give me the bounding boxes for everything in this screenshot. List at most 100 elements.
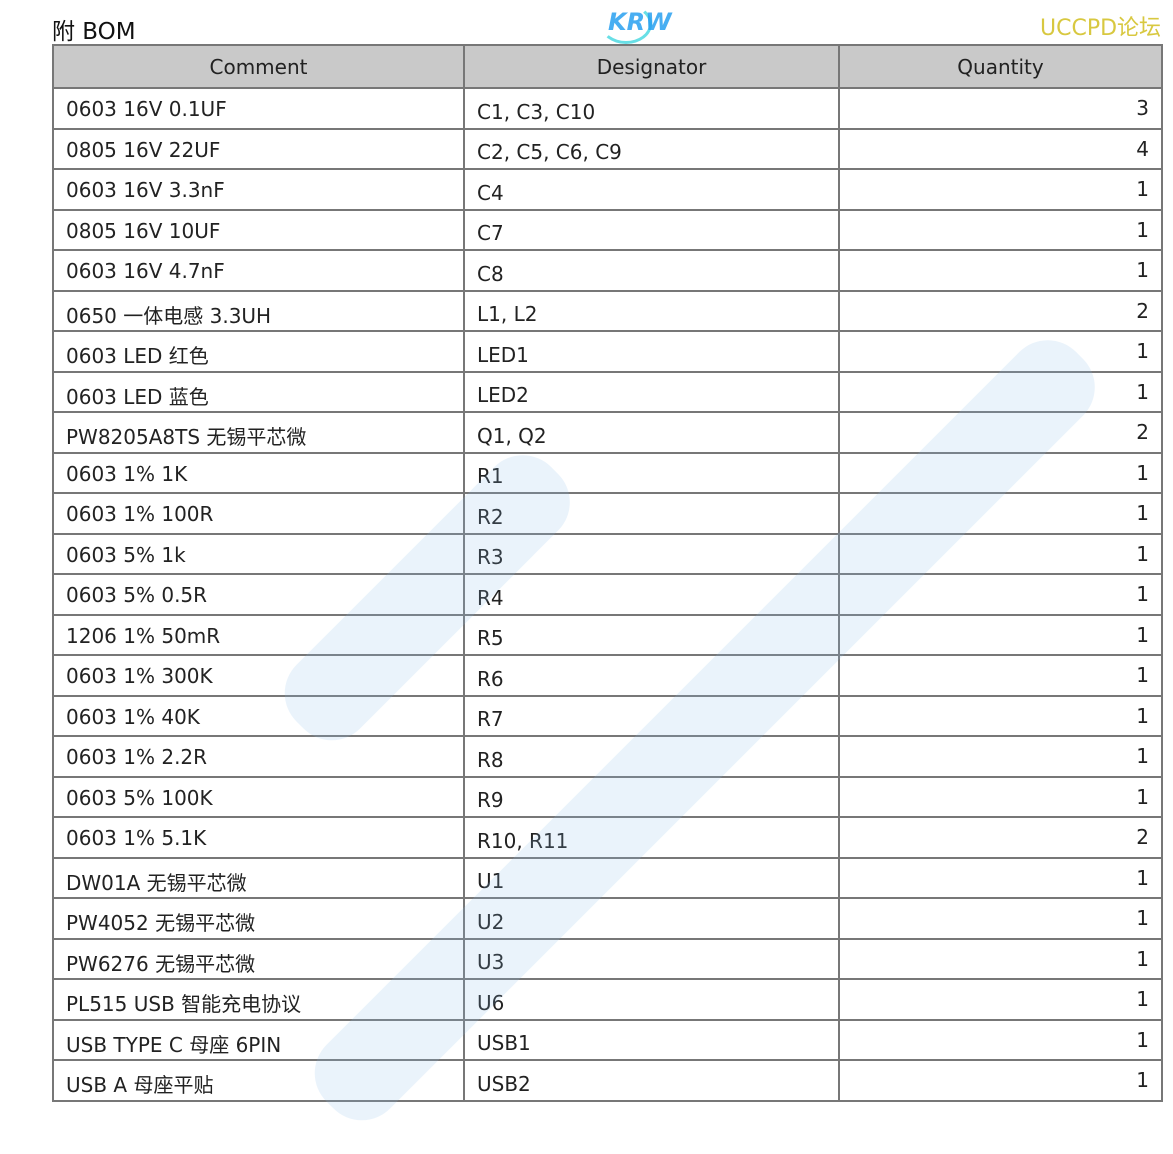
cell-designator: LED2 [463, 370, 840, 413]
table-row: 0603 1% 5.1K R10, R11 2 [52, 816, 1163, 859]
cell-designator: C1, C3, C10 [463, 87, 840, 130]
cell-designator: USB1 [463, 1018, 840, 1061]
cell-quantity: 1 [838, 208, 1163, 251]
cell-designator: U2 [463, 897, 840, 940]
cell-designator: R2 [463, 492, 840, 535]
table-row: 0603 1% 1K R1 1 [52, 451, 1163, 494]
cell-designator: U1 [463, 856, 840, 899]
cell-quantity: 1 [838, 775, 1163, 818]
table-row: 0603 5% 100K R9 1 [52, 775, 1163, 818]
cell-comment: PW4052 无锡平芯微 [52, 897, 465, 940]
cell-designator: R7 [463, 694, 840, 737]
krw-logo: KRW [608, 8, 672, 36]
table-header-row: Comment Designator Quantity [52, 44, 1163, 89]
cell-quantity: 1 [838, 897, 1163, 940]
cell-comment: PW6276 无锡平芯微 [52, 937, 465, 980]
table-row: 0603 5% 0.5R R4 1 [52, 573, 1163, 616]
cell-quantity: 2 [838, 289, 1163, 332]
cell-quantity: 1 [838, 978, 1163, 1021]
cell-quantity: 2 [838, 816, 1163, 859]
cell-comment: 0603 1% 40K [52, 694, 465, 737]
header-designator: Designator [463, 44, 840, 89]
cell-comment: PW8205A8TS 无锡平芯微 [52, 411, 465, 454]
cell-quantity: 1 [838, 451, 1163, 494]
cell-quantity: 4 [838, 127, 1163, 170]
cell-comment: DW01A 无锡平芯微 [52, 856, 465, 899]
cell-comment: PL515 USB 智能充电协议 [52, 978, 465, 1021]
cell-quantity: 1 [838, 654, 1163, 697]
table-row: 0805 16V 22UF C2, C5, C6, C9 4 [52, 127, 1163, 170]
table-row: PW6276 无锡平芯微 U3 1 [52, 937, 1163, 980]
table-row: 0603 1% 40K R7 1 [52, 694, 1163, 737]
cell-comment: 0603 5% 1k [52, 532, 465, 575]
cell-designator: LED1 [463, 330, 840, 373]
cell-quantity: 1 [838, 330, 1163, 373]
cell-designator: U3 [463, 937, 840, 980]
cell-designator: U6 [463, 978, 840, 1021]
cell-comment: 0603 16V 0.1UF [52, 87, 465, 130]
cell-comment: USB A 母座平贴 [52, 1059, 465, 1102]
cell-comment: 1206 1% 50mR [52, 613, 465, 656]
cell-comment: 0603 LED 红色 [52, 330, 465, 373]
cell-designator: C4 [463, 168, 840, 211]
table-row: DW01A 无锡平芯微 U1 1 [52, 856, 1163, 899]
table-row: PW4052 无锡平芯微 U2 1 [52, 897, 1163, 940]
cell-quantity: 3 [838, 87, 1163, 130]
cell-quantity: 1 [838, 694, 1163, 737]
bom-table: Comment Designator Quantity 0603 16V 0.1… [52, 44, 1163, 1102]
cell-comment: USB TYPE C 母座 6PIN [52, 1018, 465, 1061]
cell-quantity: 1 [838, 168, 1163, 211]
cell-quantity: 1 [838, 249, 1163, 292]
table-row: USB TYPE C 母座 6PIN USB1 1 [52, 1018, 1163, 1061]
cell-comment: 0603 LED 蓝色 [52, 370, 465, 413]
cell-quantity: 1 [838, 492, 1163, 535]
header-quantity: Quantity [838, 44, 1163, 89]
cell-comment: 0603 5% 0.5R [52, 573, 465, 616]
cell-quantity: 1 [838, 532, 1163, 575]
table-row: 0603 LED 蓝色 LED2 1 [52, 370, 1163, 413]
cell-quantity: 1 [838, 1018, 1163, 1061]
forum-watermark: UCCPD论坛 [1040, 16, 1162, 41]
table-row: 0805 16V 10UF C7 1 [52, 208, 1163, 251]
cell-designator: USB2 [463, 1059, 840, 1102]
table-row: 0603 1% 300K R6 1 [52, 654, 1163, 697]
table-row: 0603 LED 红色 LED1 1 [52, 330, 1163, 373]
cell-quantity: 1 [838, 856, 1163, 899]
cell-designator: R9 [463, 775, 840, 818]
page-title: 附 BOM [52, 19, 136, 45]
cell-comment: 0603 1% 2.2R [52, 735, 465, 778]
cell-comment: 0805 16V 10UF [52, 208, 465, 251]
cell-quantity: 1 [838, 937, 1163, 980]
table-row: 0603 1% 2.2R R8 1 [52, 735, 1163, 778]
cell-comment: 0805 16V 22UF [52, 127, 465, 170]
cell-comment: 0603 16V 4.7nF [52, 249, 465, 292]
table-row: 0603 16V 3.3nF C4 1 [52, 168, 1163, 211]
cell-designator: C2, C5, C6, C9 [463, 127, 840, 170]
krw-logo-group: KRW [600, 4, 680, 44]
cell-designator: C8 [463, 249, 840, 292]
table-row: PL515 USB 智能充电协议 U6 1 [52, 978, 1163, 1021]
header-comment: Comment [52, 44, 465, 89]
cell-comment: 0650 一体电感 3.3UH [52, 289, 465, 332]
cell-quantity: 1 [838, 370, 1163, 413]
logo-ring [600, 4, 652, 44]
table-row: PW8205A8TS 无锡平芯微 Q1, Q2 2 [52, 411, 1163, 454]
cell-quantity: 1 [838, 1059, 1163, 1102]
cell-designator: R5 [463, 613, 840, 656]
cell-quantity: 2 [838, 411, 1163, 454]
cell-designator: L1, L2 [463, 289, 840, 332]
cell-designator: R1 [463, 451, 840, 494]
cell-designator: R8 [463, 735, 840, 778]
table-row: 0650 一体电感 3.3UH L1, L2 2 [52, 289, 1163, 332]
table-row: 0603 5% 1k R3 1 [52, 532, 1163, 575]
table-row: USB A 母座平贴 USB2 1 [52, 1059, 1163, 1102]
cell-comment: 0603 1% 300K [52, 654, 465, 697]
table-row: 0603 1% 100R R2 1 [52, 492, 1163, 535]
table-row: 1206 1% 50mR R5 1 [52, 613, 1163, 656]
cell-comment: 0603 1% 1K [52, 451, 465, 494]
cell-comment: 0603 1% 5.1K [52, 816, 465, 859]
cell-designator: R6 [463, 654, 840, 697]
cell-quantity: 1 [838, 573, 1163, 616]
cell-comment: 0603 5% 100K [52, 775, 465, 818]
cell-designator: R10, R11 [463, 816, 840, 859]
